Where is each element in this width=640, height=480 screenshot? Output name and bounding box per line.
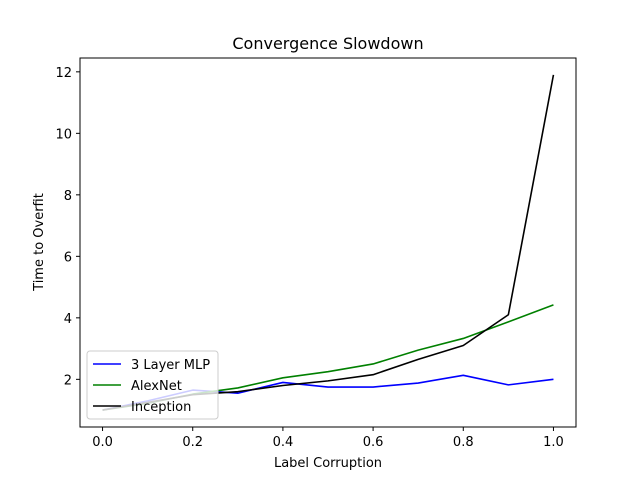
legend: 3 Layer MLP AlexNet Inception <box>86 350 219 420</box>
x-tick-label: 1.0 <box>543 435 564 450</box>
y-tick-label: 8 <box>64 189 72 204</box>
y-tick-label: 10 <box>55 127 72 142</box>
y-tick-label: 4 <box>64 312 72 327</box>
legend-label: Inception <box>131 400 191 415</box>
x-tick-label: 0.6 <box>363 435 384 450</box>
x-tick-label: 0.8 <box>453 435 474 450</box>
chart-title: Convergence Slowdown <box>232 34 423 53</box>
y-axis: 2 4 6 8 10 12 <box>55 66 80 388</box>
legend-label: AlexNet <box>131 379 182 394</box>
x-tick-label: 0.0 <box>92 435 113 450</box>
x-tick-label: 0.2 <box>182 435 203 450</box>
y-tick-label: 12 <box>55 66 72 81</box>
legend-box <box>86 350 219 420</box>
y-tick-label: 6 <box>64 250 72 265</box>
y-tick-label: 2 <box>64 373 72 388</box>
axes-frame <box>79 57 577 428</box>
y-axis-label: Time to Overfit <box>32 193 47 292</box>
x-axis-label: Label Corruption <box>274 456 382 471</box>
x-tick-label: 0.4 <box>273 435 294 450</box>
legend-label: 3 Layer MLP <box>131 358 210 373</box>
x-axis: 0.0 0.2 0.4 0.6 0.8 1.0 <box>92 427 564 450</box>
